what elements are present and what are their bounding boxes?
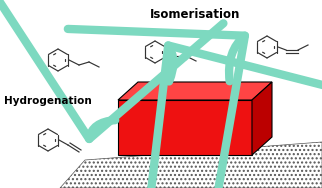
- Polygon shape: [60, 142, 322, 188]
- Polygon shape: [118, 100, 252, 155]
- Text: Isomerisation: Isomerisation: [150, 8, 240, 21]
- Polygon shape: [118, 82, 272, 100]
- FancyArrowPatch shape: [0, 0, 223, 139]
- FancyArrowPatch shape: [147, 45, 322, 188]
- Text: Hydrogenation: Hydrogenation: [4, 96, 92, 106]
- Polygon shape: [252, 82, 272, 155]
- FancyArrowPatch shape: [68, 29, 245, 188]
